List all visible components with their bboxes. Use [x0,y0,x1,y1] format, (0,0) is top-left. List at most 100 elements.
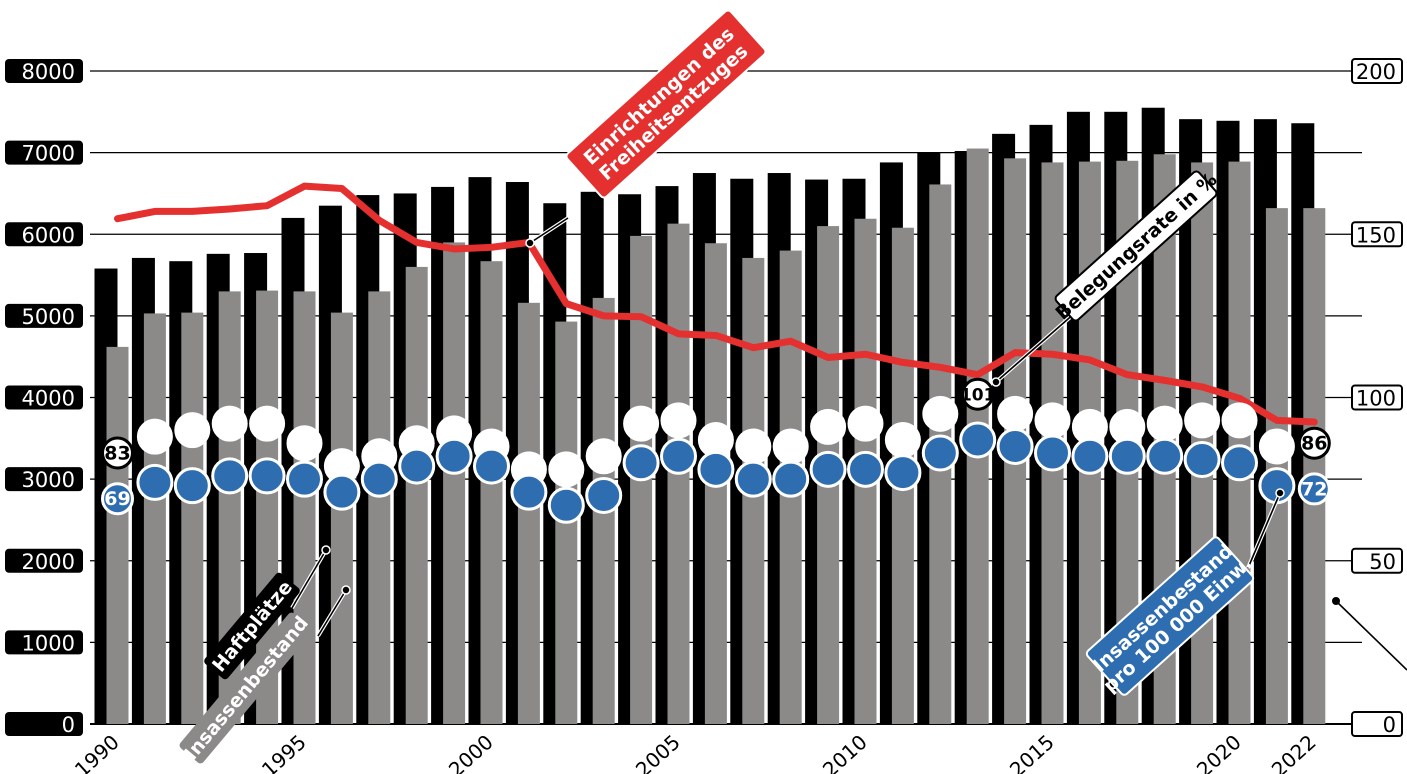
tag-haftplaetze-box [204,572,300,680]
dot-belegungsrate [1146,405,1183,442]
leader-belegungsrate-dot [991,377,1001,387]
ytick-right-label: 200 [1356,60,1396,84]
ytick-left-label: 4000 [22,387,75,411]
dots: 83 101 86 69 72 [101,377,1331,524]
value-label-pro-100000: 69 [104,488,130,510]
dot-belegungsrate [1034,402,1071,439]
bar-insassenbestand [443,242,466,724]
xtick-label: 2000 [444,730,498,774]
leader-insassenbestand-dot [341,585,351,595]
dot-pro-100000 [323,473,361,511]
dot-pro-100000 [959,421,997,459]
dot-belegungsrate [136,418,173,455]
dot-pro-100000 [101,482,134,516]
dot-pro-100000 [398,447,436,485]
dot-belegungsrate [997,395,1034,432]
dot-belegungsrate [961,377,995,411]
dot-pro-100000 [622,444,660,482]
ytick-left-box [5,140,83,165]
ytick-left-label: 5000 [22,305,75,329]
value-label-belegungsrate: 83 [104,443,130,465]
dot-pro-100000 [286,460,323,498]
ytick-left-label: 7000 [22,142,75,166]
dot-belegungsrate [772,428,809,465]
ytick-left-box [5,59,83,83]
xtick-label: 2020 [1192,730,1246,774]
ytick-left-label: 0 [62,713,75,737]
xtick-label: 2022 [1267,730,1321,774]
leader-pro-100000 [1247,492,1281,569]
bar-insassenbestand [517,302,540,724]
bar-insassenbestand [218,291,241,724]
dot-pro-100000 [173,467,211,505]
dot-pro-100000 [996,427,1034,465]
tag-einrichtungen-box [565,9,767,199]
dot-pro-100000 [1221,444,1258,482]
bar-insassenbestand [181,312,204,724]
right-axis: 0 50 100 150 200 [1351,58,1403,737]
dot-pro-100000 [697,450,735,488]
bar-insassenbestand [405,266,428,724]
dot-belegungsrate [847,405,884,442]
dot-belegungsrate [810,408,847,445]
bar-insassenbestand [330,312,353,724]
dot-pro-100000 [1108,437,1146,475]
xtick-label: 2010 [818,730,872,774]
dot-pro-100000 [360,460,398,498]
value-label-belegungsrate: 86 [1301,433,1327,455]
dot-belegungsrate [1184,402,1221,439]
dot-belegungsrate [623,405,660,442]
ytick-left-box [5,303,83,328]
bar-insassenbestand [293,291,316,724]
facilities-line [114,182,1318,426]
left-axis: 0 1000 2000 3000 4000 5000 6000 7000 8000 [5,59,83,737]
ytick-right-box [1351,711,1403,737]
dot-pro-100000 [1034,434,1071,472]
xtick-label: 2005 [631,730,685,774]
edge-pointer-line [1335,600,1407,671]
ytick-left-box [5,548,83,573]
dot-belegungsrate [548,451,585,488]
xtick-label: 1990 [70,730,124,774]
tag-insassenbestand-box [179,612,313,764]
bar-insassenbestand [1265,208,1288,724]
dot-belegungsrate [286,425,323,462]
ytick-right-label: 50 [1369,550,1396,574]
dot-pro-100000 [585,476,623,514]
dot-belegungsrate [1297,426,1331,460]
ytick-left-box [5,385,83,410]
xtick-label: 1995 [257,730,311,774]
line-einrichtungen [114,182,1318,426]
ytick-left-box [5,467,83,492]
tag-belegungsrate-box [1054,170,1218,322]
dot-pro-100000 [809,450,847,488]
ytick-left-box [5,630,83,655]
dot-pro-100000 [136,463,174,501]
bar-insassenbestand [1228,161,1251,724]
dot-pro-100000 [1183,441,1221,479]
dot-belegungsrate [585,438,622,475]
ytick-left-label: 1000 [22,631,75,655]
dot-pro-100000 [435,437,473,475]
ytick-left-label: 2000 [22,550,75,574]
ytick-left-label: 6000 [22,223,75,247]
leader-insassenbestand [317,589,347,637]
bar-insassenbestand [1303,208,1326,724]
leader-haftplaetze [291,549,327,609]
leader-einrichtungen-dot [525,238,535,248]
x-axis: 1990 1995 2000 2005 2010 2015 2020 2022 [70,730,1321,774]
dot-pro-100000 [1297,472,1331,506]
ytick-left-label: 3000 [22,468,75,492]
dot-belegungsrate [735,428,772,465]
dot-belegungsrate [1221,402,1258,439]
dot-pro-100000 [847,450,884,488]
leader-haftplaetze-dot [321,545,331,555]
dot-pro-100000 [921,434,959,472]
dot-pro-100000 [248,457,286,495]
dot-pro-100000 [1071,437,1109,475]
value-label-belegungsrate: 101 [960,386,996,406]
dot-belegungsrate [922,395,959,432]
ytick-left-label: 8000 [22,60,75,84]
